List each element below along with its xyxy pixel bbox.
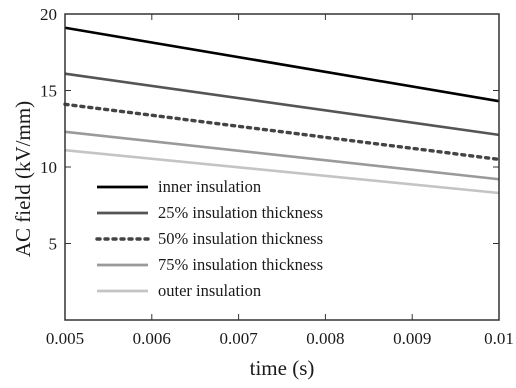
plot-frame	[64, 13, 500, 321]
series-layer	[63, 26, 501, 195]
y-tick-label: 20	[40, 5, 57, 24]
legend-label-3: 50% insulation thickness	[158, 229, 323, 248]
series-line-4	[64, 130, 500, 181]
legend: inner insulation 25% insulation thickness…	[95, 177, 323, 300]
x-tick-label: 0.006	[133, 329, 171, 348]
legend-label-5: outer insulation	[158, 281, 261, 300]
series-line-5	[64, 148, 500, 195]
y-tick-label: 5	[49, 235, 58, 254]
y-tick-label: 15	[40, 82, 57, 101]
y-axis-label: AC field (kV/mm)	[11, 101, 35, 257]
x-tick-label: 0.008	[306, 329, 344, 348]
series-line-3	[63, 102, 501, 162]
legend-label-4: 75% insulation thickness	[158, 255, 323, 274]
series-line-1	[64, 26, 500, 103]
x-axis-label: time (s)	[250, 356, 315, 380]
legend-label-1: inner insulation	[158, 177, 261, 196]
series-line-2	[64, 72, 500, 137]
x-tick-label: 0.005	[46, 329, 84, 348]
y-tick-label: 10	[40, 158, 57, 177]
x-tick-label: 0.007	[219, 329, 258, 348]
ticks-layer: 0.005 0.006 0.007 0.008 0.009 0.01 5 10 15 20	[40, 5, 514, 348]
legend-label-2: 25% insulation thickness	[158, 203, 323, 222]
x-tick-label: 0.01	[484, 329, 514, 348]
x-tick-label: 0.009	[393, 329, 431, 348]
